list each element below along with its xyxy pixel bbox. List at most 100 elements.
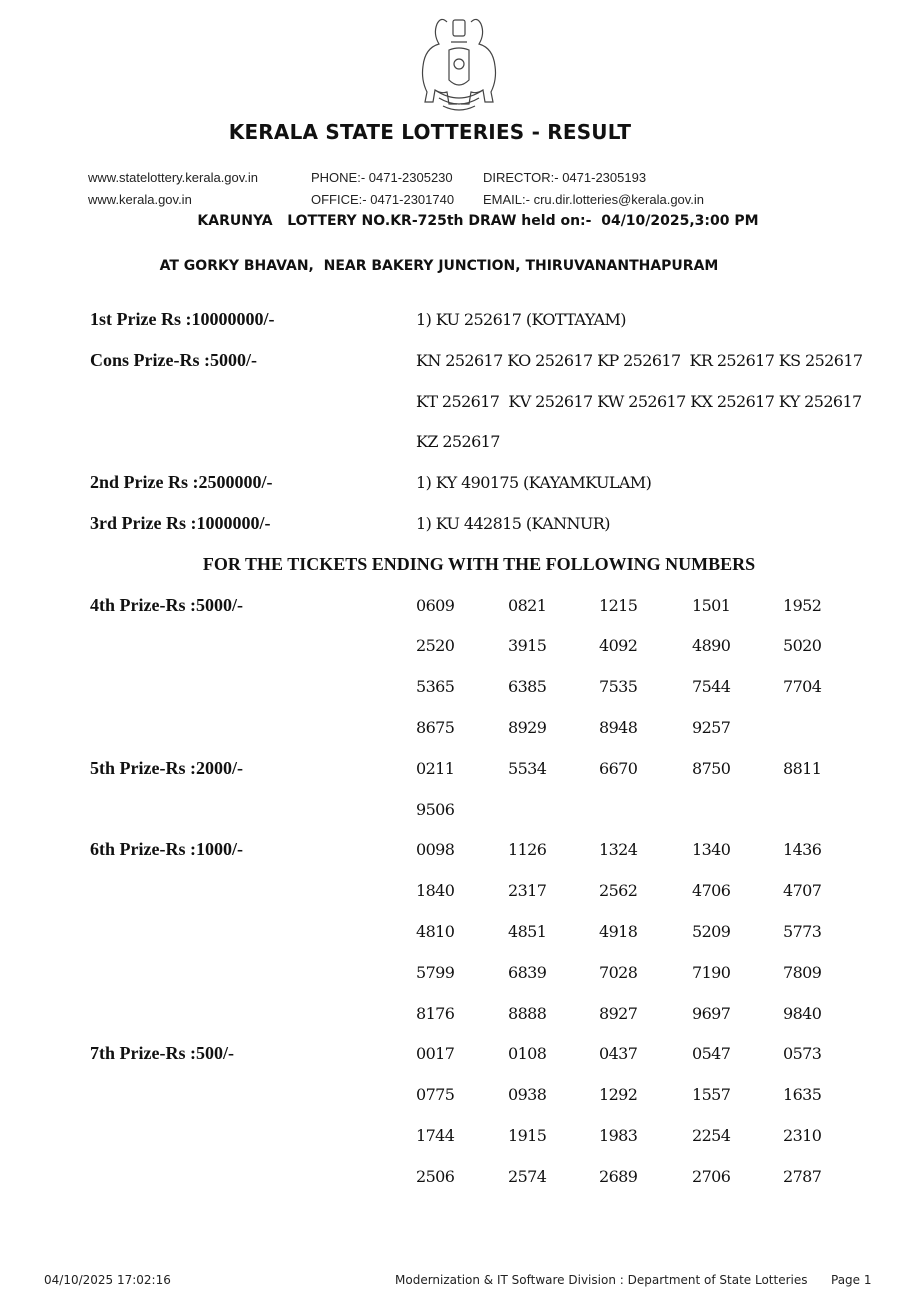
winning-number: 1840 xyxy=(416,881,455,901)
director-number: DIRECTOR:- 0471-2305193 xyxy=(483,170,647,185)
prize-row: KT 252617 KV 252617 KW 252617 KX 252617 … xyxy=(0,391,922,432)
winning-number: 6385 xyxy=(508,677,547,697)
prize-row: 1744 1915 1983 2254 2310 xyxy=(0,1125,922,1166)
prize-row: 5365 6385 7535 7544 7704 xyxy=(0,676,922,717)
website-link-statelottery[interactable]: www.statelottery.kerala.gov.in xyxy=(88,170,259,185)
winning-number: 1635 xyxy=(783,1085,822,1105)
winning-number: 0437 xyxy=(599,1044,638,1064)
winning-number: 2520 xyxy=(416,636,455,656)
winning-number: 8927 xyxy=(599,1003,638,1023)
winning-number: 1215 xyxy=(599,595,638,615)
prize-row: 9506 xyxy=(0,799,922,840)
draw-venue: AT GORKY BHAVAN, NEAR BAKERY JUNCTION, T… xyxy=(159,258,719,274)
footer-page-number: Page 1 xyxy=(831,1273,872,1287)
website-link-kerala[interactable]: www.kerala.gov.in xyxy=(88,192,192,207)
winning-number: 0017 xyxy=(416,1044,455,1064)
winning-number: 5209 xyxy=(692,922,731,941)
winning-ticket: 1) KY 490175 (KAYAMKULAM) xyxy=(416,473,652,493)
winning-ticket: 1) KU 442815 (KANNUR) xyxy=(416,514,611,533)
prize-row: 5799 6839 7028 7190 7809 xyxy=(0,962,922,1003)
winning-number: 1501 xyxy=(692,595,731,615)
winning-number: 8176 xyxy=(416,1003,455,1023)
winning-number: 9506 xyxy=(416,799,455,819)
winning-number: 2506 xyxy=(416,1166,455,1186)
section-heading: FOR THE TICKETS ENDING WITH THE FOLLOWIN… xyxy=(202,553,756,574)
winning-number: 0938 xyxy=(508,1085,547,1105)
page-title: KERALA STATE LOTTERIES - RESULT xyxy=(228,120,632,144)
office-number: OFFICE:- 0471-2301740 xyxy=(311,192,455,207)
winning-number: 0573 xyxy=(783,1044,822,1064)
prize-row: 4810 4851 4918 5209 5773 xyxy=(0,921,922,962)
prize-label: 3rd Prize Rs :1000000/- xyxy=(90,513,271,533)
winning-number: 7535 xyxy=(599,677,638,697)
prize-label: 4th Prize-Rs :5000/- xyxy=(90,594,243,615)
winning-ticket: 1) KU 252617 (KOTTAYAM) xyxy=(416,310,626,329)
winning-number: 0775 xyxy=(416,1085,455,1105)
phone-number: PHONE:- 0471-2305230 xyxy=(311,170,453,185)
winning-number: 1292 xyxy=(599,1085,638,1105)
winning-ticket: KT 252617 KV 252617 KW 252617 KX 252617 … xyxy=(416,391,862,411)
prize-row: 4th Prize-Rs :5000/- 0609 0821 1215 1501 1952 xyxy=(0,595,922,636)
winning-number: 8811 xyxy=(783,758,822,778)
winning-number: 4851 xyxy=(508,922,547,941)
draw-info: KARUNYA LOTTERY NO.KR-725th DRAW held on… xyxy=(197,213,759,229)
winning-number: 2689 xyxy=(599,1166,638,1186)
winning-number: 1983 xyxy=(599,1126,638,1145)
winning-number: 4092 xyxy=(599,636,638,656)
winning-number: 0547 xyxy=(692,1044,731,1064)
prize-label: 5th Prize-Rs :2000/- xyxy=(90,757,243,778)
winning-number: 4707 xyxy=(783,881,822,901)
winning-number: 0108 xyxy=(508,1044,547,1064)
winning-number: 2562 xyxy=(599,881,638,901)
winning-number: 1324 xyxy=(599,840,638,860)
winning-number: 1952 xyxy=(783,595,822,615)
winning-number: 9840 xyxy=(783,1003,822,1023)
winning-number: 0609 xyxy=(416,595,455,615)
prize-row: 8675 8929 8948 9257 xyxy=(0,717,922,758)
winning-number: 8888 xyxy=(508,1003,547,1023)
winning-number: 2574 xyxy=(508,1166,547,1186)
footer-division: Modernization & IT Software Division : D… xyxy=(395,1273,808,1287)
email-address[interactable]: EMAIL:- cru.dir.lotteries@kerala.gov.in xyxy=(483,192,705,207)
winning-number: 5534 xyxy=(508,758,547,778)
prize-label: Cons Prize-Rs :5000/- xyxy=(90,349,257,370)
winning-number: 2787 xyxy=(783,1166,822,1186)
winning-number: 8750 xyxy=(692,758,731,778)
footer-timestamp: 04/10/2025 17:02:16 xyxy=(44,1273,171,1287)
winning-number: 4810 xyxy=(416,922,455,941)
winning-number: 6839 xyxy=(508,962,547,982)
winning-number: 8948 xyxy=(599,718,638,737)
prize-row: 3rd Prize Rs :1000000/- 1) KU 442815 (KAN… xyxy=(0,513,922,554)
winning-number: 7028 xyxy=(599,962,638,982)
winning-number: 5799 xyxy=(416,962,455,982)
winning-ticket: KZ 252617 xyxy=(416,432,500,452)
prize-row: 1840 2317 2562 4706 4707 xyxy=(0,880,922,921)
prize-row: 6th Prize-Rs :1000/- 0098 1126 1324 1340 1436 xyxy=(0,839,922,880)
prize-row: KZ 252617 xyxy=(0,431,922,472)
prize-row: 5th Prize-Rs :2000/- 0211 5534 6670 8750 8811 xyxy=(0,758,922,799)
winning-number: 9697 xyxy=(692,1003,731,1023)
prize-row: 8176 8888 8927 9697 9840 xyxy=(0,1003,922,1044)
winning-number: 2254 xyxy=(692,1126,731,1145)
winning-number: 5365 xyxy=(416,677,455,697)
prize-row: 7th Prize-Rs :500/- 0017 0108 0437 0547 0573 xyxy=(0,1043,922,1084)
prize-label: 7th Prize-Rs :500/- xyxy=(90,1043,234,1064)
winning-number: 5020 xyxy=(783,636,822,656)
winning-number: 8929 xyxy=(508,718,547,737)
winning-number: 1915 xyxy=(508,1126,547,1145)
prize-row: 2520 3915 4092 4890 5020 xyxy=(0,635,922,676)
prize-label: 6th Prize-Rs :1000/- xyxy=(90,839,243,860)
winning-number: 1744 xyxy=(416,1126,455,1145)
prize-row: 1st Prize Rs :10000000/- 1) KU 252617 (KO… xyxy=(0,309,922,350)
winning-number: 9257 xyxy=(692,718,731,737)
prize-label: 1st Prize Rs :10000000/- xyxy=(90,309,275,329)
winning-number: 0821 xyxy=(508,595,547,615)
prize-label: 2nd Prize Rs :2500000/- xyxy=(90,472,273,493)
kerala-state-emblem-icon xyxy=(421,18,497,111)
winning-number: 8675 xyxy=(416,718,455,737)
winning-number: 7809 xyxy=(783,962,822,982)
winning-number: 4918 xyxy=(599,922,638,941)
prize-row: 0775 0938 1292 1557 1635 xyxy=(0,1084,922,1125)
winning-number: 0098 xyxy=(416,840,455,860)
winning-number: 1557 xyxy=(692,1085,731,1105)
